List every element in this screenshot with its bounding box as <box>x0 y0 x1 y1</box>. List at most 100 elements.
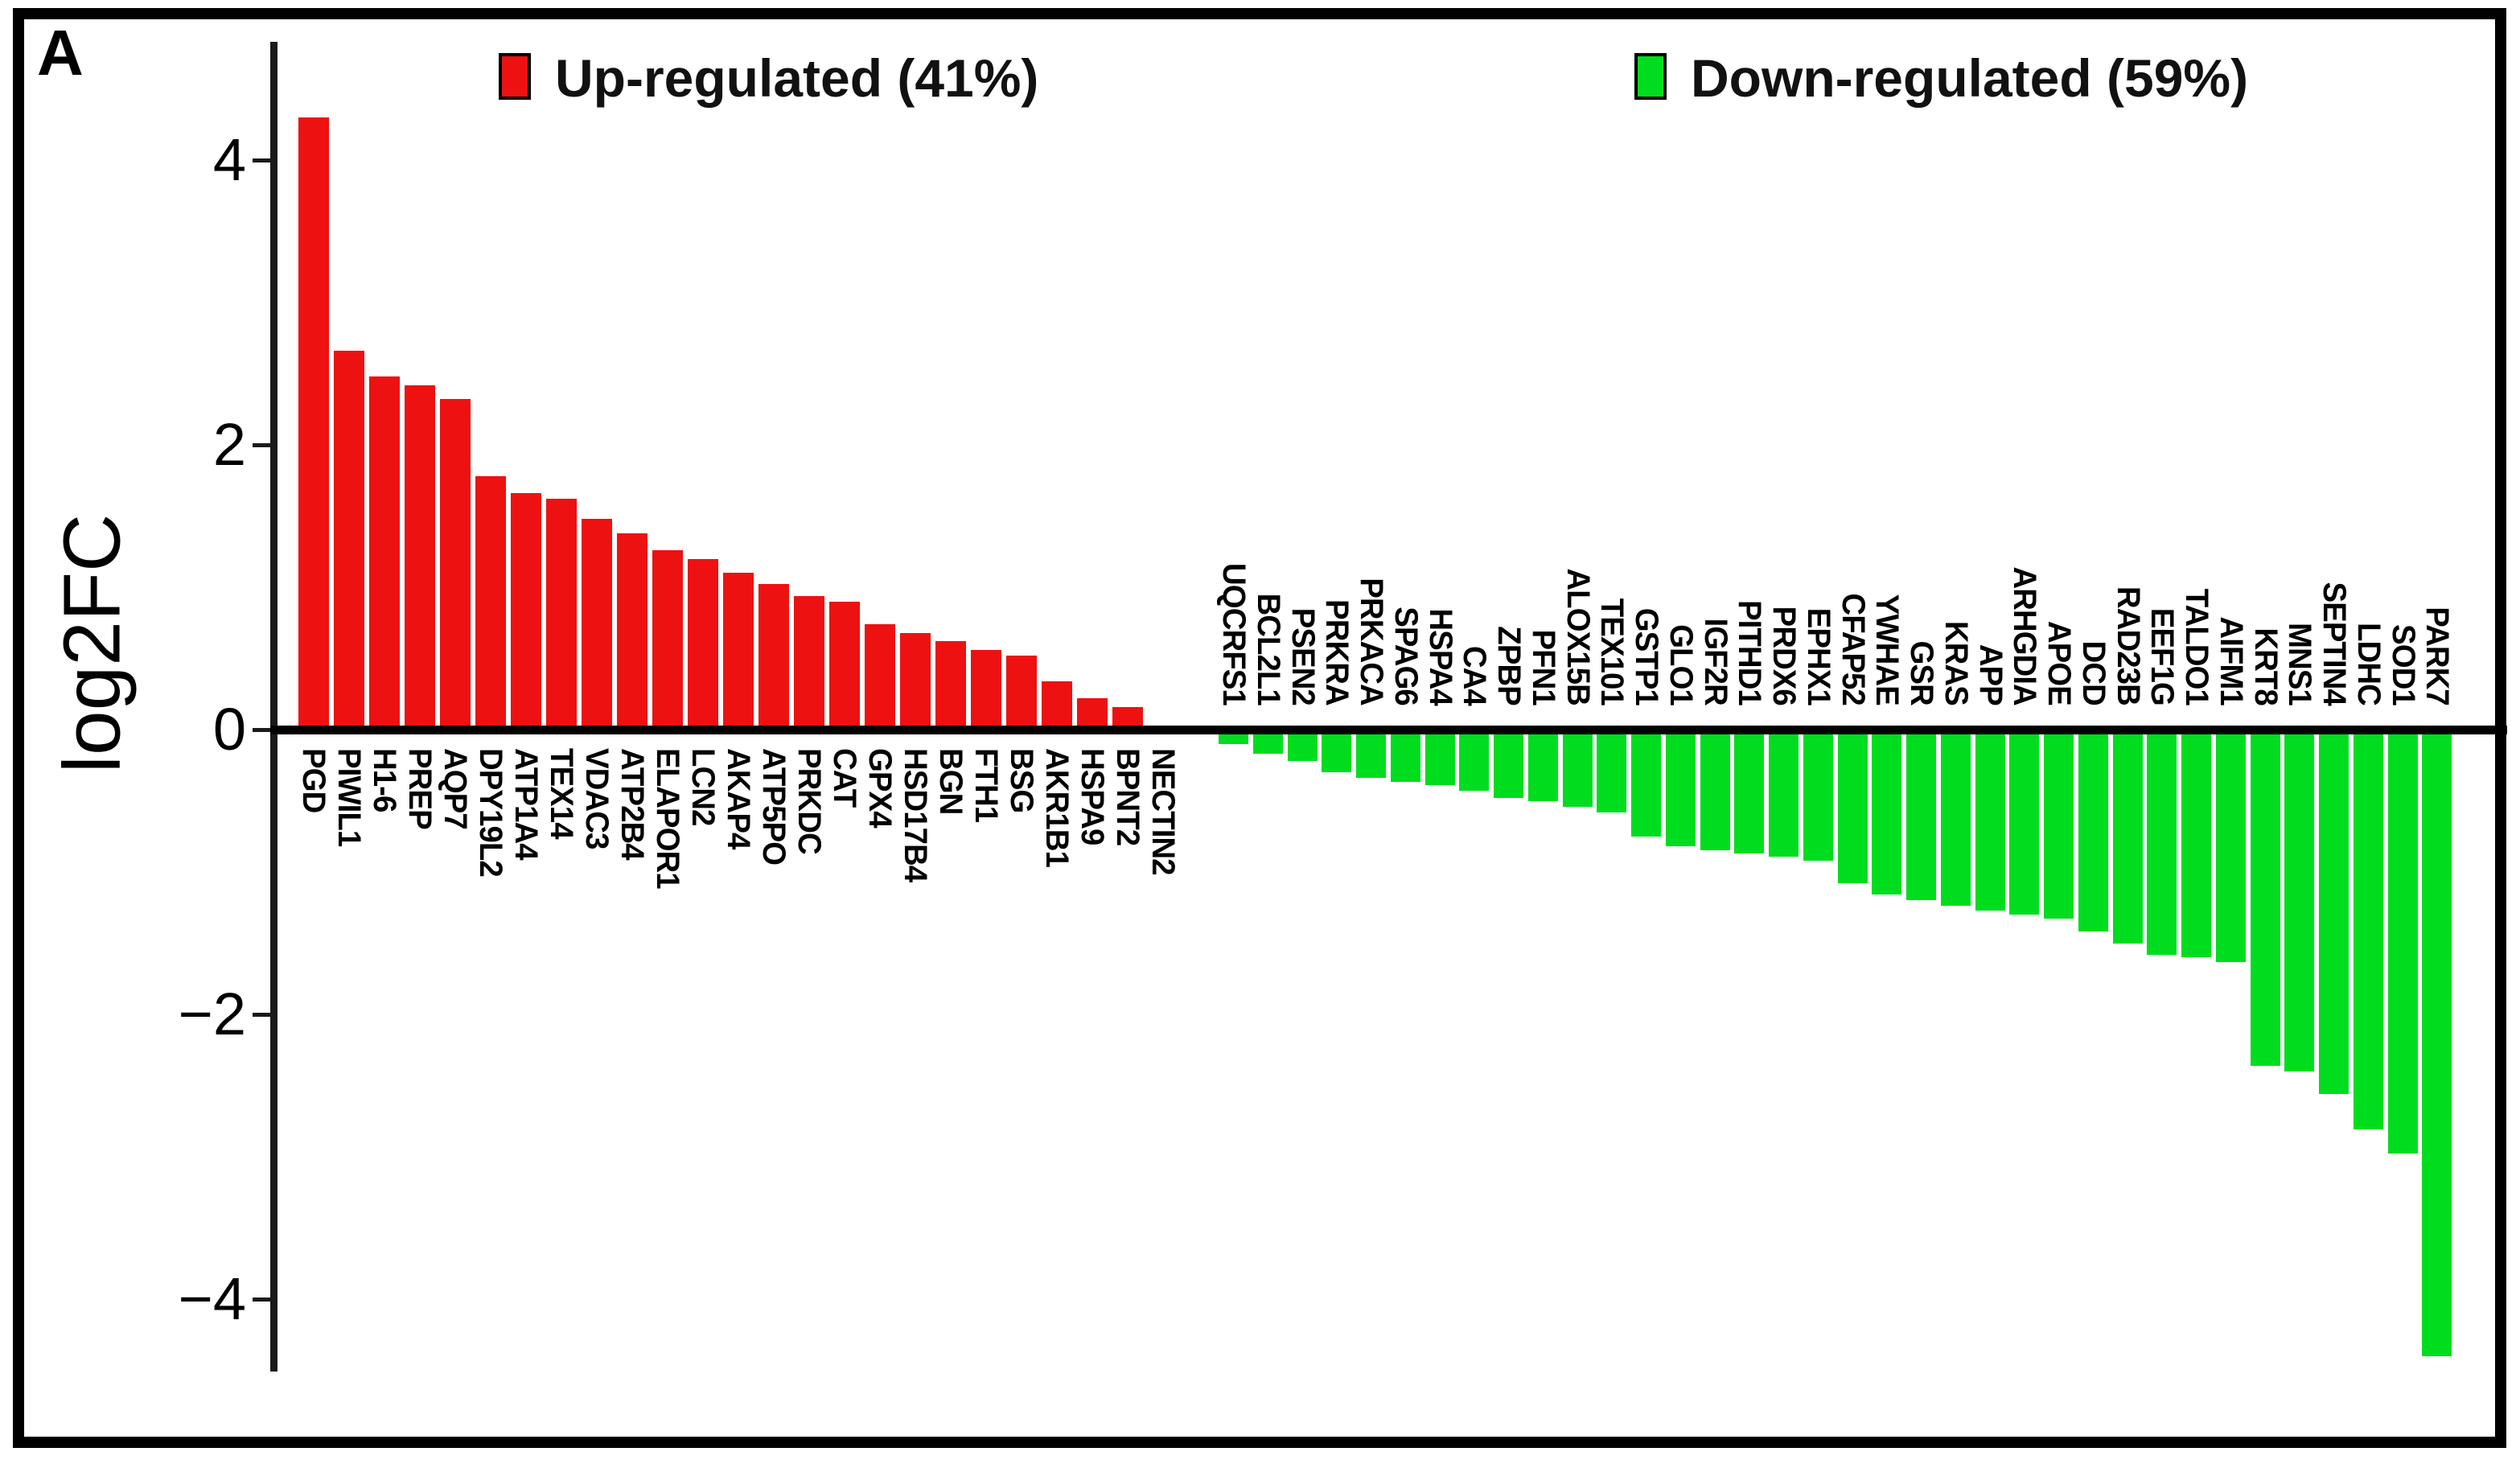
bar-APP <box>1975 730 2005 911</box>
legend-down-label: Down-regulated (59%) <box>1691 48 2249 108</box>
bar-BSG <box>1006 656 1037 730</box>
gene-label-AKR1B1: AKR1B1 <box>1039 748 1075 867</box>
bar-PRKDC <box>794 596 824 730</box>
bar-FTH1 <box>971 650 1001 730</box>
bar-BGN <box>935 641 966 730</box>
gene-label-PFN1: PFN1 <box>1526 629 1561 705</box>
gene-label-RAD23B: RAD23B <box>2111 586 2146 705</box>
gene-label-APOE: APOE <box>2041 620 2077 705</box>
bar-PARK7 <box>2422 730 2452 1356</box>
gene-label-TEX101: TEX101 <box>1594 598 1630 705</box>
gene-label-LDHC: LDHC <box>2351 622 2386 705</box>
bar-ATP5PO <box>758 584 789 730</box>
zero-baseline <box>270 726 2507 734</box>
gene-label-SEPTIN4: SEPTIN4 <box>2317 582 2352 705</box>
bar-TEX14 <box>546 499 577 730</box>
gene-label-TALDO1: TALDO1 <box>2179 588 2214 705</box>
legend-down-swatch <box>1634 53 1667 100</box>
gene-label-GSR: GSR <box>1904 640 1939 705</box>
bar-HSPA4 <box>1425 730 1455 785</box>
bar-EEF1G <box>2147 730 2177 955</box>
gene-label-HSPA4: HSPA4 <box>1423 608 1458 705</box>
bar-PRKRA <box>1322 730 1351 772</box>
bar-TEX101 <box>1597 730 1626 812</box>
tick-mark--4 <box>253 1298 272 1302</box>
bar-AKR1B1 <box>1042 681 1072 730</box>
bar-PITHD1 <box>1734 730 1764 853</box>
gene-label-AIFM1: AIFM1 <box>2214 616 2249 705</box>
tick-mark--2 <box>253 1013 272 1017</box>
gene-label-BCL2L1: BCL2L1 <box>1251 593 1286 705</box>
bar-YWHAE <box>1872 730 1901 895</box>
gene-label-PITHD1: PITHD1 <box>1732 600 1767 705</box>
gene-label-TEX14: TEX14 <box>544 748 579 839</box>
gene-label-H1-6: H1-6 <box>367 748 402 812</box>
gene-label-PREP: PREP <box>402 748 438 829</box>
gene-label-FTH1: FTH1 <box>968 748 1004 823</box>
bar-HSPA9 <box>1077 698 1108 730</box>
gene-label-ATP5PO: ATP5PO <box>756 748 791 866</box>
legend-up-label: Up-regulated (41%) <box>555 48 1039 108</box>
gene-label-EEF1G: EEF1G <box>2144 607 2180 705</box>
bar-PRKACA <box>1356 730 1386 778</box>
gene-label-HSD17B4: HSD17B4 <box>898 748 933 882</box>
panel-label: A <box>37 17 84 88</box>
bar-ATP2B4 <box>617 533 647 730</box>
gene-label-DCD: DCD <box>2076 640 2111 705</box>
bar-ZPBP <box>1494 730 1523 798</box>
gene-label-APP: APP <box>1973 644 2008 705</box>
bar-LCN2 <box>688 559 718 730</box>
gene-label-BPNT2: BPNT2 <box>1110 748 1145 846</box>
bar-ALOX15B <box>1563 730 1593 807</box>
gene-label-PGD: PGD <box>296 748 331 813</box>
tick-label--2: −2 <box>178 981 246 1047</box>
bar-SOD1 <box>2388 730 2418 1154</box>
tick-mark-0 <box>253 728 272 732</box>
bar-GSTP1 <box>1631 730 1661 837</box>
bar-VDAC3 <box>582 519 612 730</box>
figure-border <box>13 8 2506 1448</box>
bar-APOE <box>2044 730 2074 919</box>
gene-label-ALOX15B: ALOX15B <box>1560 568 1596 705</box>
bar-CA4 <box>1459 730 1489 791</box>
bar-PSEN2 <box>1288 730 1318 761</box>
gene-label-KRAS: KRAS <box>1938 620 1974 705</box>
bar-AKAP4 <box>723 573 754 730</box>
tick-label-0: 0 <box>212 696 246 763</box>
bar-KRT8 <box>2251 730 2280 1066</box>
gene-label-PARK7: PARK7 <box>2419 607 2455 705</box>
gene-label-BSG: BSG <box>1004 748 1039 813</box>
gene-label-CAT: CAT <box>827 748 862 808</box>
gene-label-GLO1: GLO1 <box>1663 624 1699 705</box>
bar-LDHC <box>2354 730 2383 1129</box>
bar-SPAG6 <box>1391 730 1420 782</box>
tick-label--4: −4 <box>178 1265 246 1332</box>
gene-label-YWHAE: YWHAE <box>1869 594 1905 705</box>
gene-label-KRT8: KRT8 <box>2248 627 2284 705</box>
gene-label-GPX4: GPX4 <box>862 748 898 828</box>
bar-AQP7 <box>440 399 471 730</box>
gene-label-VDAC3: VDAC3 <box>579 748 615 849</box>
bar-RAD23B <box>2113 730 2143 944</box>
gene-label-ATP1A4: ATP1A4 <box>508 748 544 860</box>
gene-label-ELAPOR1: ELAPOR1 <box>650 748 685 889</box>
gene-label-PRDX6: PRDX6 <box>1766 606 1802 705</box>
gene-label-IGF2R: IGF2R <box>1698 618 1733 705</box>
gene-label-NECTIN2: NECTIN2 <box>1145 748 1181 875</box>
gene-label-PIWIL1: PIWIL1 <box>331 748 367 847</box>
bar-PRDX6 <box>1769 730 1799 857</box>
gene-label-CFAP52: CFAP52 <box>1836 593 1871 705</box>
tick-label-2: 2 <box>212 411 246 478</box>
bar-DCD <box>2078 730 2108 932</box>
bar-PREP <box>405 385 435 730</box>
bar-PIWIL1 <box>334 351 364 730</box>
gene-label-EPHX1: EPHX1 <box>1801 607 1836 705</box>
bar-H1-6 <box>369 376 400 730</box>
tick-label-4: 4 <box>212 126 246 193</box>
gene-label-BGN: BGN <box>933 748 968 815</box>
gene-label-HSPA9: HSPA9 <box>1075 748 1110 845</box>
gene-label-SPAG6: SPAG6 <box>1388 607 1424 705</box>
bar-GLO1 <box>1666 730 1696 846</box>
bar-GSR <box>1906 730 1936 900</box>
